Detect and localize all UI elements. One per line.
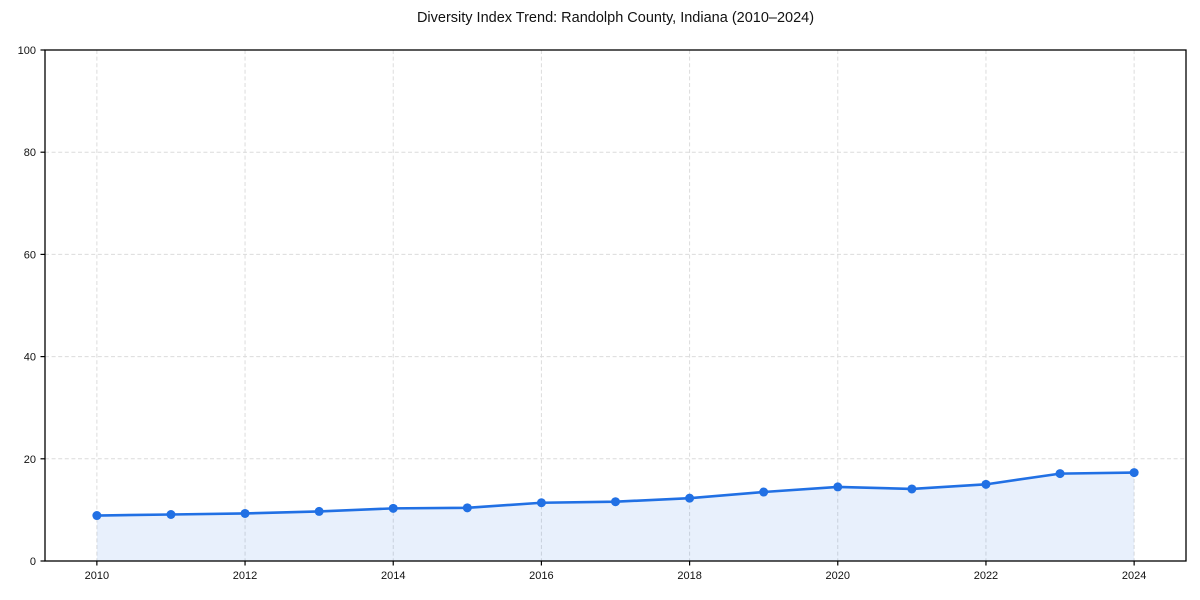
data-point-marker — [981, 479, 991, 489]
x-tick-label: 2016 — [529, 570, 553, 582]
axis-layer — [40, 49, 1187, 566]
data-point-marker — [166, 509, 176, 519]
data-point-marker — [388, 503, 398, 513]
y-tick-label: 100 — [18, 45, 36, 57]
y-tick-label: 20 — [24, 454, 36, 466]
y-tick-label: 40 — [24, 352, 36, 364]
tick-label-layer: 2010 2012 2014 2016 2018 2020 2022 2024 0 20 40 60 8… — [18, 45, 1147, 582]
chart-title: Diversity Index Trend: Randolph County, … — [416, 10, 815, 26]
x-tick-label: 2014 — [381, 570, 405, 582]
area-layer — [96, 472, 1135, 561]
x-tick-label: 2024 — [1122, 570, 1146, 582]
data-point-marker — [759, 487, 769, 497]
x-tick-label: 2012 — [233, 570, 257, 582]
y-tick-label: 60 — [24, 249, 36, 261]
data-point-marker — [611, 497, 620, 507]
data-point-marker — [536, 498, 546, 508]
x-tick-label: 2020 — [826, 570, 850, 582]
data-point-marker — [92, 511, 102, 521]
data-point-marker — [907, 484, 917, 494]
x-tick-label: 2010 — [85, 570, 109, 582]
data-point-marker — [240, 508, 250, 518]
y-tick-label: 80 — [24, 147, 36, 159]
data-point-marker — [833, 482, 843, 492]
data-point-marker — [1129, 468, 1139, 478]
data-point-marker — [314, 506, 324, 516]
plot-border — [44, 49, 1187, 562]
data-point-marker — [462, 503, 472, 513]
x-tick-label: 2018 — [677, 570, 701, 582]
marker-layer — [92, 468, 1139, 521]
x-tick-label: 2022 — [974, 570, 998, 582]
data-point-marker — [1055, 469, 1065, 479]
y-tick-label: 0 — [30, 556, 36, 568]
series-area-fill — [96, 472, 1135, 561]
data-point-marker — [685, 493, 695, 503]
